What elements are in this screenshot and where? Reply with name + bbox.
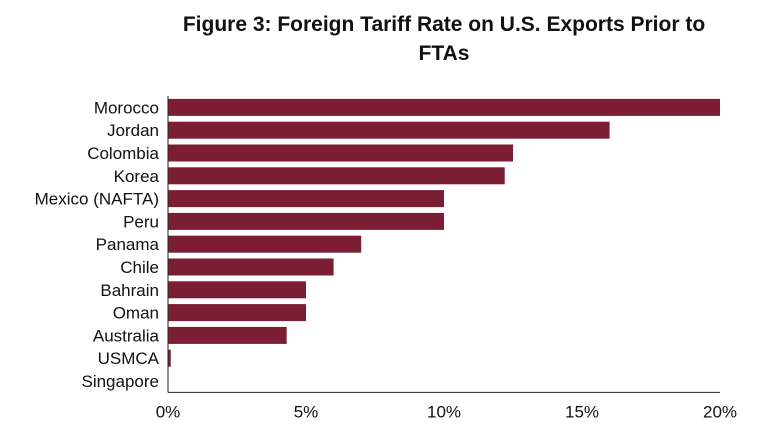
category-label: Oman [113, 304, 159, 323]
category-label: Korea [114, 167, 160, 186]
bar-jordan [168, 121, 610, 139]
bar-korea [168, 167, 505, 185]
category-label: Panama [96, 235, 160, 254]
bar-oman [168, 304, 306, 322]
x-tick-labels: 0% 5% 10% 15% 20% [156, 402, 737, 421]
bar-australia [168, 326, 287, 344]
chart-title: Figure 3: Foreign Tariff Rate on U.S. Ex… [182, 13, 706, 65]
bar-bahrain [168, 281, 306, 299]
x-tick-label: 20% [703, 402, 737, 421]
bar-morocco [168, 98, 720, 116]
category-label: Jordan [107, 121, 159, 140]
category-labels: Morocco Jordan Colombia Korea Mexico (NAFTA)… [35, 98, 160, 391]
bar-chile [168, 258, 334, 276]
category-label: Bahrain [100, 281, 159, 300]
category-label: Mexico (NAFTA) [35, 190, 159, 209]
x-tick-label: 0% [156, 402, 181, 421]
bars-group [168, 98, 720, 367]
category-label: Peru [123, 212, 159, 231]
bar-mexico-nafta [168, 190, 444, 208]
category-label: Australia [93, 326, 160, 345]
category-label: Morocco [94, 98, 159, 117]
x-tick-label: 5% [294, 402, 319, 421]
x-tick-label: 10% [427, 402, 461, 421]
category-label: Singapore [81, 372, 159, 391]
category-label: USMCA [98, 349, 160, 368]
x-tick-label: 15% [565, 402, 599, 421]
bar-colombia [168, 144, 513, 162]
category-label: Colombia [87, 144, 159, 163]
bar-peru [168, 212, 444, 230]
bar-usmca [168, 349, 171, 367]
bar-panama [168, 235, 362, 253]
category-label: Chile [120, 258, 159, 277]
